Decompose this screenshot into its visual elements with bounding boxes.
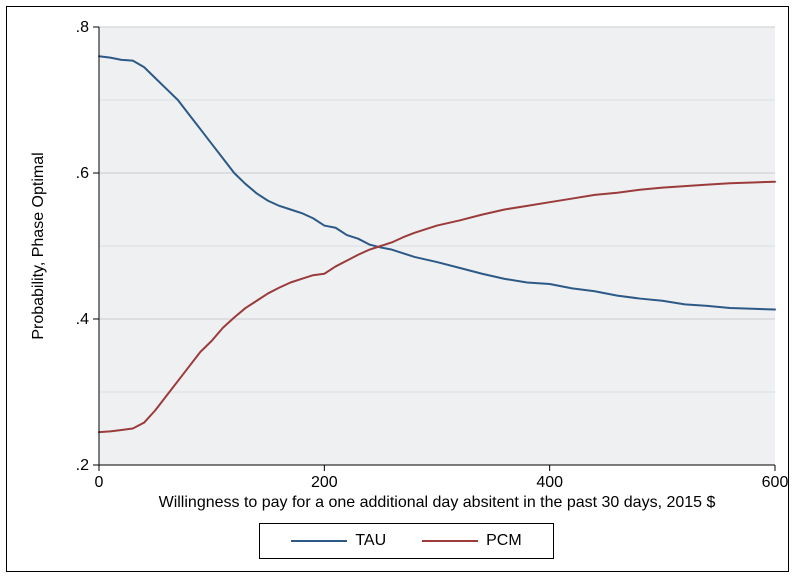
x-tick-label: 400: [536, 474, 563, 491]
x-axis-title: Willingness to pay for a one additional …: [159, 494, 716, 511]
y-tick-label: .4: [76, 311, 89, 328]
y-tick-label: .2: [76, 457, 89, 474]
x-tick-label: 200: [311, 474, 338, 491]
legend-swatch-pcm: [422, 540, 478, 542]
line-chart: .2 .4 .6 .8 0 200 400 600 Willingness to pay for…: [7, 7, 790, 573]
legend: TAU PCM: [259, 523, 554, 559]
y-tick-label: .8: [76, 19, 89, 36]
legend-swatch-tau: [291, 540, 347, 542]
y-tick-label: .6: [76, 165, 89, 182]
y-axis-title: Probability, Phase Optimal: [30, 152, 47, 339]
x-tick-label: 600: [762, 474, 789, 491]
x-tick-label: 0: [95, 474, 104, 491]
legend-item-tau: TAU: [291, 532, 386, 550]
legend-label-pcm: PCM: [486, 532, 522, 550]
legend-label-tau: TAU: [355, 532, 386, 550]
chart-frame: .2 .4 .6 .8 0 200 400 600 Willingness to pay for…: [6, 6, 789, 572]
legend-item-pcm: PCM: [422, 532, 522, 550]
